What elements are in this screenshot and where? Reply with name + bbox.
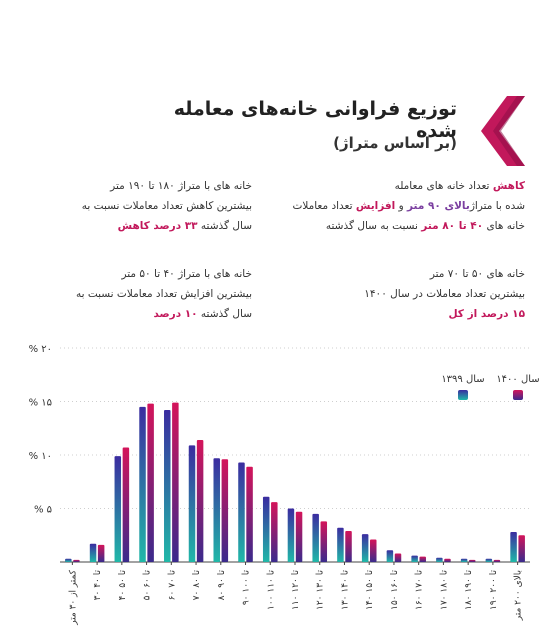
bar-1400 xyxy=(246,466,253,562)
bar-1399 xyxy=(337,527,344,562)
bar-1399 xyxy=(238,462,245,562)
y-tick-label: % ۱۰ xyxy=(29,451,52,462)
note-decrease-word: کاهش xyxy=(492,180,525,192)
y-tick-label: % ۲۰ xyxy=(29,344,52,355)
bar-1400 xyxy=(518,535,525,562)
bar-1399 xyxy=(164,410,171,562)
x-tick-label: ۱۷۰ تا ۱۸۰ xyxy=(439,570,449,610)
y-tick-label: % ۵ xyxy=(34,505,52,516)
x-tick-label: ۱۰۰ تا ۱۱۰ xyxy=(266,570,276,610)
bar-1400 xyxy=(320,521,328,562)
bar-1400 xyxy=(147,403,154,562)
x-tick-label: ۱۹۰ تا ۲۰۰ xyxy=(489,570,499,610)
x-tick-label: ۱۳۰ تا ۱۴۰ xyxy=(340,570,350,610)
note-top-right: کاهش تعداد خانه های معامله شده با متراژب… xyxy=(265,176,525,236)
bar-1400 xyxy=(394,553,402,562)
bar-1400 xyxy=(196,440,204,562)
note-mid-left: خانه های با متراژ ۴۰ تا ۵۰ متر بیشترین ا… xyxy=(12,264,252,324)
bar-1400 xyxy=(271,502,278,562)
bar-1399 xyxy=(287,508,295,562)
x-tick-label: ۹۰ تا ۱۰۰ xyxy=(242,570,252,606)
x-tick-label: ۱۶۰ تا ۱۷۰ xyxy=(415,570,425,610)
note-text: و xyxy=(395,200,408,212)
note-text: تعداد معاملات xyxy=(292,200,356,212)
bar-1399 xyxy=(65,558,72,562)
bar-1400 xyxy=(172,402,179,562)
x-tick-label: ۱۵۰ تا ۱۶۰ xyxy=(390,570,400,610)
bar-1400 xyxy=(221,459,229,562)
note-highlight: بالای ۹۰ متر xyxy=(407,200,470,212)
bar-1399 xyxy=(460,558,468,562)
bar-1400 xyxy=(295,511,303,562)
bar-1399 xyxy=(213,458,220,562)
note-text: بیشترین افزایش تعداد معاملات نسبت به xyxy=(75,288,252,300)
x-tick-label: ۷۰ تا ۸۰ xyxy=(192,570,202,601)
x-tick-label: ۵۰ تا ۶۰ xyxy=(143,570,153,601)
chevron-logo-icon xyxy=(481,96,525,166)
bar-1399 xyxy=(139,406,146,562)
x-tick-label: ۱۴۰ تا ۱۵۰ xyxy=(365,570,375,610)
legend-1399-swatch xyxy=(458,390,468,400)
note-text: خانه های با متراژ ۱۸۰ تا ۱۹۰ متر xyxy=(110,180,252,192)
x-tick-label: کمتر از ۳۰ متر xyxy=(68,569,78,626)
bar-1399 xyxy=(510,532,517,562)
note-text: خانه های ۵۰ تا ۷۰ متر xyxy=(429,268,525,280)
bar-1400 xyxy=(73,559,80,562)
note-text: سال گذشته xyxy=(197,220,252,232)
x-tick-label: بالای ۲۰۰ متر xyxy=(514,570,524,621)
note-text: شده با متراژ xyxy=(469,200,525,212)
note-text: بیشترین کاهش تعداد معاملات نسبت به xyxy=(81,200,252,212)
bar-1400 xyxy=(444,558,451,562)
bar-1400 xyxy=(370,539,377,562)
note-increase-word: افزایش xyxy=(355,200,396,212)
bar-1400 xyxy=(493,559,501,562)
page-title: توزیع فراوانی خانه‌های معامله شده xyxy=(173,98,457,142)
bar-1399 xyxy=(312,513,319,562)
bar-1399 xyxy=(386,550,394,562)
bar-1400 xyxy=(122,447,130,562)
y-tick-label: % ۱۵ xyxy=(29,398,52,409)
note-highlight: ۴۰ تا ۸۰ متر xyxy=(421,220,484,232)
x-tick-label: ۳۰ تا ۴۰ xyxy=(93,570,103,601)
note-top-left: خانه های با متراژ ۱۸۰ تا ۱۹۰ متر بیشترین… xyxy=(12,176,252,236)
note-mid-right: خانه های ۵۰ تا ۷۰ متر بیشترین تعداد معام… xyxy=(265,264,525,324)
bar-1399 xyxy=(188,445,196,562)
x-tick-label: ۸۰ تا ۹۰ xyxy=(217,570,227,601)
bar-1400 xyxy=(419,556,426,562)
bar-1399 xyxy=(485,558,493,562)
x-tick-label: ۱۸۰ تا ۱۹۰ xyxy=(464,570,474,610)
bar-1399 xyxy=(361,534,369,562)
bar-1400 xyxy=(97,544,105,562)
note-highlight: ۳۳ درصد کاهش xyxy=(117,220,198,232)
note-text: خانه های با متراژ ۴۰ تا ۵۰ متر xyxy=(121,268,252,280)
note-text: تعداد خانه های معامله xyxy=(394,180,493,192)
bar-1399 xyxy=(262,496,270,562)
legend-1400-swatch xyxy=(513,390,523,400)
note-highlight: ۱۰ درصد xyxy=(153,308,198,320)
legend-1400-label: سال ۱۴۰۰ xyxy=(496,374,539,385)
note-text: نسبت به سال گذشته xyxy=(325,220,422,232)
note-text: خانه های xyxy=(483,220,525,232)
x-tick-label: ۴۰ تا ۵۰ xyxy=(118,570,128,601)
bar-chart: % ۵ % ۱۰ % ۱۵ % ۲۰ کمتر از ۳۰ متر ۳۰ تا ۴۰ ۴۰… xyxy=(29,344,540,626)
bar-1399 xyxy=(436,557,443,562)
legend-1399-label: سال ۱۳۹۹ xyxy=(441,374,484,385)
note-text: بیشترین تعداد معاملات در سال ۱۴۰۰ xyxy=(364,288,525,300)
bar-1399 xyxy=(114,456,122,562)
note-highlight: ۱۵ درصد از کل xyxy=(448,308,525,320)
page-subtitle: (بر اساس متراژ) xyxy=(333,134,457,152)
bar-1400 xyxy=(345,530,352,562)
note-text: سال گذشته xyxy=(197,308,252,320)
bar-1400 xyxy=(468,559,476,562)
bar-1399 xyxy=(411,555,418,562)
x-tick-label: ۱۲۰ تا ۱۳۰ xyxy=(316,570,326,610)
bar-1399 xyxy=(89,543,97,562)
x-tick-label: ۶۰ تا ۷۰ xyxy=(167,570,177,601)
x-tick-label: ۱۱۰ تا ۱۲۰ xyxy=(291,570,301,610)
